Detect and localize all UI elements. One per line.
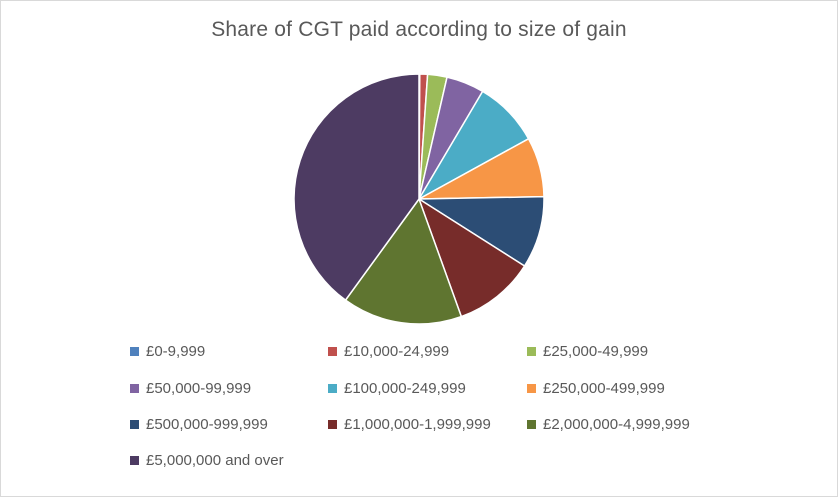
pie-slice-8 bbox=[344, 197, 463, 325]
pie-slice-9 bbox=[293, 73, 420, 302]
chart-title: Share of CGT paid according to size of g… bbox=[211, 18, 627, 41]
pie-slice-7 bbox=[417, 197, 526, 318]
